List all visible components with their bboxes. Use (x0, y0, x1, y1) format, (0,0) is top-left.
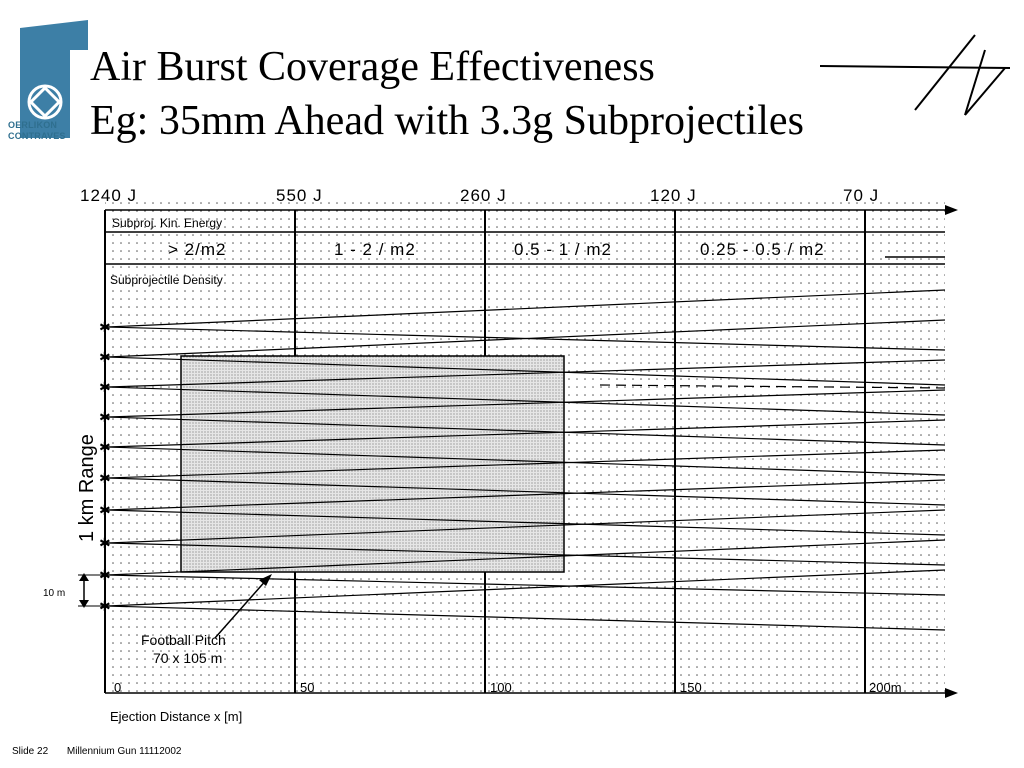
slide-footer: Slide 22 Millennium Gun 11112002 (12, 746, 197, 757)
energy-tick-3: 260 J (460, 186, 507, 205)
slide-number: Slide 22 (12, 746, 49, 757)
x-tick-100: 100 (490, 680, 512, 695)
logo-line-1: OERLIKON (8, 120, 58, 130)
pitch-label-line-2: 70 x 105 m (153, 650, 222, 666)
energy-tick-5: 70 J (843, 186, 879, 205)
svg-text:✱: ✱ (99, 379, 111, 395)
x-tick-50: 50 (300, 680, 314, 695)
density-value-1: > 2/m2 (168, 240, 226, 259)
energy-tick-2: 550 J (276, 186, 323, 205)
pitch-pointer (214, 577, 269, 639)
distance-axis-arrow (945, 688, 958, 698)
x-tick-200: 200m (869, 680, 902, 695)
energy-tick-1: 1240 J (80, 186, 137, 205)
logo-text: OERLIKON CONTRAVES (8, 120, 88, 142)
svg-text:✱: ✱ (99, 502, 111, 518)
trajectory-lines (106, 289, 946, 631)
corner-logo-mark (819, 34, 1011, 116)
spacing-label: 10 m (43, 588, 65, 599)
x-tick-0: 0 (114, 680, 121, 695)
y-axis-label: 1 km Range (76, 434, 98, 542)
energy-tick-4: 120 J (650, 186, 697, 205)
density-value-2: 1 - 2 / m2 (334, 240, 416, 259)
svg-text:✱: ✱ (99, 409, 111, 425)
svg-text:✱: ✱ (99, 470, 111, 486)
oerlikon-logo (20, 20, 88, 138)
density-value-3: 0.5 - 1 / m2 (514, 240, 612, 259)
density-value-4: 0.25 - 0.5 / m2 (700, 240, 825, 259)
logo-line-2: CONTRAVES (8, 131, 66, 141)
svg-text:✱: ✱ (99, 319, 111, 335)
spacing-arrow-up (79, 573, 89, 581)
title-line-1: Air Burst Coverage Effectiveness (90, 44, 655, 90)
pitch-label-line-1: Football Pitch (141, 632, 226, 648)
pitch-pointer-head (259, 574, 272, 586)
title-line-2: Eg: 35mm Ahead with 3.3g Subprojectiles (90, 98, 804, 144)
x-axis-label: Ejection Distance x [m] (110, 709, 242, 724)
svg-text:✱: ✱ (99, 439, 111, 455)
density-row-label: Subprojectile Density (110, 273, 223, 287)
footer-doc-title: Millennium Gun 11112002 (66, 746, 182, 757)
football-pitch (180, 355, 565, 573)
x-tick-150: 150 (680, 680, 702, 695)
svg-text:✱: ✱ (99, 349, 111, 365)
page-title: Air Burst Coverage Effectiveness Eg: 35m… (90, 40, 804, 148)
spacing-arrow-down (79, 600, 89, 608)
energy-axis-arrow (945, 205, 958, 215)
energy-row-label: Subproj. Kin. Energy (112, 216, 222, 230)
coverage-diagram: 1240 J 550 J 260 J 120 J 70 J Subproj. K… (43, 186, 958, 724)
svg-text:✱: ✱ (99, 535, 111, 551)
